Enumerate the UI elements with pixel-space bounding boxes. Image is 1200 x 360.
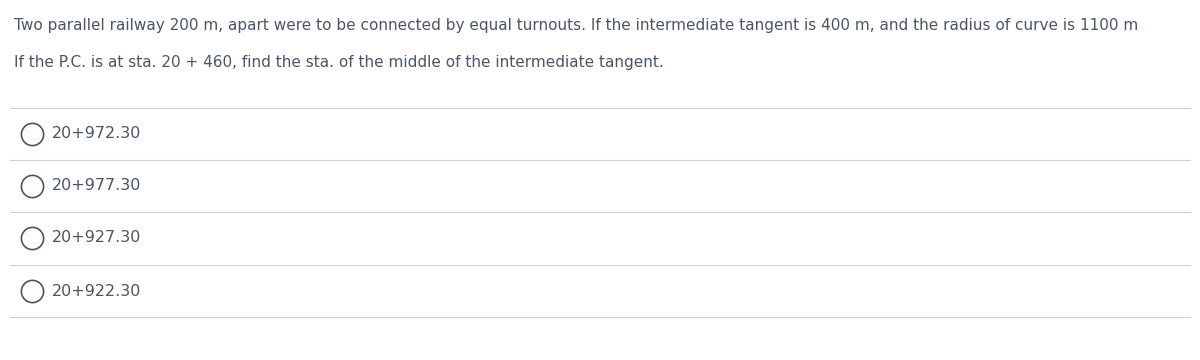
Text: If the P.C. is at sta. 20 + 460, find the sta. of the middle of the intermediate: If the P.C. is at sta. 20 + 460, find th… (14, 55, 664, 70)
Text: 20+972.30: 20+972.30 (52, 126, 142, 141)
Text: 20+922.30: 20+922.30 (52, 284, 142, 298)
Text: 20+977.30: 20+977.30 (52, 179, 142, 194)
Text: Two parallel railway 200 m, apart were to be connected by equal turnouts. If the: Two parallel railway 200 m, apart were t… (14, 18, 1139, 33)
Text: 20+927.30: 20+927.30 (52, 230, 142, 246)
